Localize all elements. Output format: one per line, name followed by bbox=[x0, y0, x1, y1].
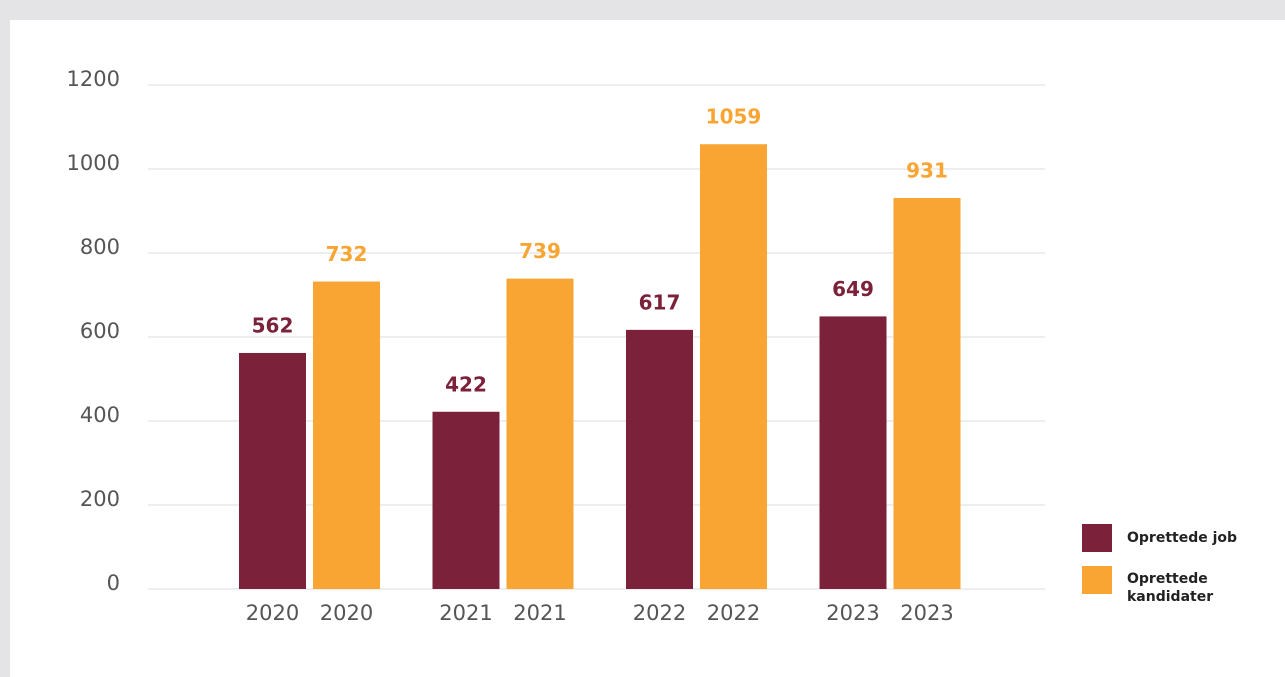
bar bbox=[313, 281, 380, 589]
x-tick-label: 2023 bbox=[826, 601, 879, 625]
x-tick-label: 2020 bbox=[320, 601, 373, 625]
value-label: 649 bbox=[832, 277, 874, 301]
value-label: 422 bbox=[445, 372, 487, 396]
legend-swatch bbox=[1082, 566, 1112, 594]
value-label: 617 bbox=[639, 290, 681, 314]
value-label: 1059 bbox=[706, 105, 762, 129]
y-tick-label: 600 bbox=[80, 319, 120, 343]
x-tick-label: 2020 bbox=[246, 601, 299, 625]
bar bbox=[239, 352, 306, 589]
y-tick-label: 1000 bbox=[67, 151, 120, 175]
legend-label: Oprettede kandidater bbox=[1127, 571, 1214, 605]
y-tick-label: 200 bbox=[80, 487, 120, 511]
bar bbox=[819, 316, 887, 589]
x-tick-label: 2022 bbox=[707, 601, 760, 625]
y-tick-label: 800 bbox=[80, 235, 120, 259]
legend-label: Oprettede job bbox=[1127, 530, 1238, 546]
bar bbox=[893, 197, 961, 590]
bar bbox=[506, 278, 574, 589]
legend-swatch bbox=[1082, 524, 1112, 552]
value-label: 739 bbox=[519, 239, 561, 263]
x-tick-label: 2023 bbox=[900, 601, 953, 625]
x-tick-label: 2021 bbox=[513, 601, 566, 625]
y-tick-label: 400 bbox=[80, 403, 120, 427]
y-tick-label: 0 bbox=[107, 571, 120, 595]
value-label: 931 bbox=[906, 158, 948, 182]
x-tick-label: 2022 bbox=[633, 601, 686, 625]
value-label: 562 bbox=[252, 313, 294, 337]
value-label: 732 bbox=[326, 242, 368, 266]
bar bbox=[700, 144, 767, 589]
bar bbox=[432, 411, 500, 589]
bar bbox=[626, 329, 693, 589]
y-tick-label: 1200 bbox=[67, 67, 120, 91]
x-tick-label: 2021 bbox=[439, 601, 492, 625]
